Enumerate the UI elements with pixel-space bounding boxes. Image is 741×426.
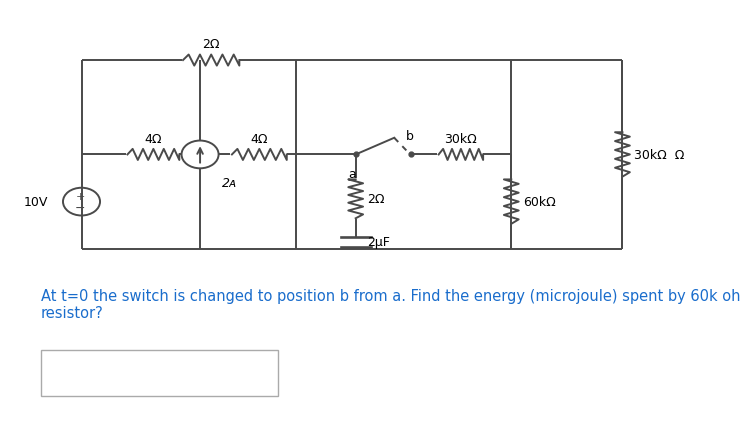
Text: 30kΩ  Ω: 30kΩ Ω [634, 149, 685, 161]
Text: At t=0 the switch is changed to position b from a. Find the energy (microjoule) : At t=0 the switch is changed to position… [41, 288, 741, 321]
Text: 2Ω: 2Ω [368, 193, 385, 206]
Text: 2ᴀ: 2ᴀ [222, 176, 238, 189]
Text: b: b [406, 130, 413, 143]
Text: 4Ω: 4Ω [250, 132, 268, 146]
Text: +: + [76, 192, 84, 201]
Text: 60kΩ: 60kΩ [523, 196, 556, 209]
Text: 4Ω: 4Ω [144, 132, 162, 146]
Text: 10V: 10V [24, 196, 48, 209]
Text: 2Ω: 2Ω [202, 38, 220, 51]
Text: a: a [348, 167, 356, 180]
Text: 2μF: 2μF [368, 235, 391, 248]
Text: 30kΩ: 30kΩ [445, 132, 477, 146]
FancyBboxPatch shape [41, 351, 278, 396]
Text: −: − [75, 202, 85, 215]
